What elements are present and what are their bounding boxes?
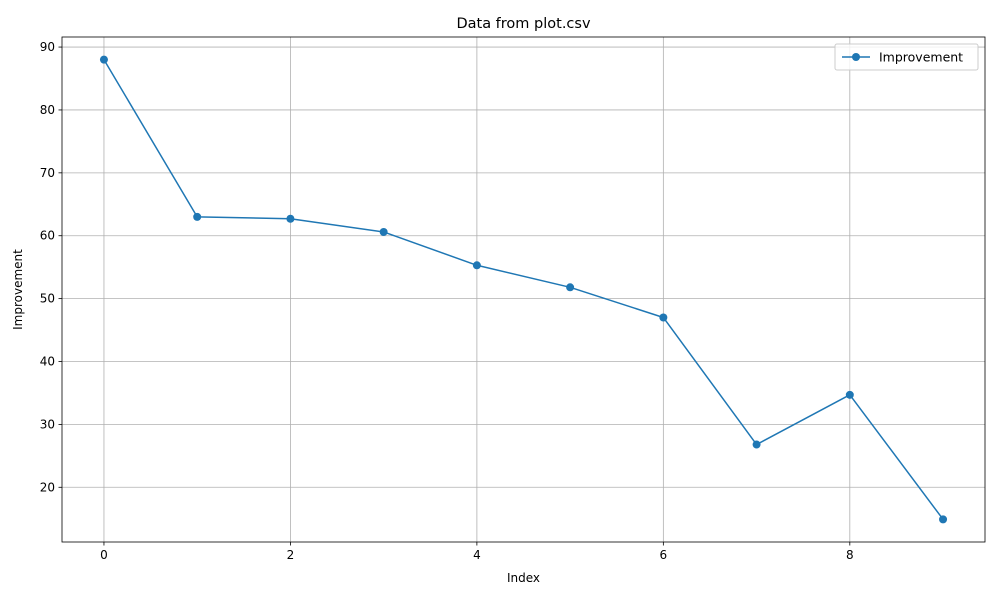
y-tick-label: 30 xyxy=(40,417,55,431)
plot-frame xyxy=(61,36,986,543)
y-tick-label: 80 xyxy=(40,103,55,117)
y-tick-label: 20 xyxy=(40,480,55,494)
y-tick-label: 70 xyxy=(40,166,55,180)
y-tick-label: 40 xyxy=(40,355,55,369)
data-point xyxy=(659,313,668,322)
data-point xyxy=(566,283,575,292)
data-point xyxy=(379,227,388,236)
grid-lines xyxy=(62,37,985,542)
axis-ticks: 0 2 4 6 8 20 30 40 50 60 70 80 90 xyxy=(40,40,854,562)
x-tick-label: 4 xyxy=(473,548,481,562)
x-tick-label: 2 xyxy=(287,548,295,562)
x-axis-label: Index xyxy=(507,571,540,585)
y-tick-label: 90 xyxy=(40,40,55,54)
x-tick-label: 8 xyxy=(846,548,854,562)
x-tick-label: 6 xyxy=(660,548,668,562)
series-layer xyxy=(99,55,948,524)
x-tick-label: 0 xyxy=(100,548,108,562)
y-tick-label: 60 xyxy=(40,229,55,243)
data-point xyxy=(939,515,948,524)
y-tick-label: 50 xyxy=(40,292,55,306)
legend-marker-swatch xyxy=(852,53,860,61)
y-axis-label: Improvement xyxy=(11,249,25,330)
data-point xyxy=(845,390,854,399)
data-point xyxy=(472,261,481,270)
data-point xyxy=(193,212,202,221)
data-point xyxy=(752,440,761,449)
data-point xyxy=(99,55,108,64)
legend-label: Improvement xyxy=(879,50,963,65)
chart-title: Data from plot.csv xyxy=(456,16,591,32)
series-line xyxy=(103,59,944,520)
data-point xyxy=(286,214,295,223)
legend-box xyxy=(834,43,979,71)
legend: Improvement xyxy=(834,43,979,71)
